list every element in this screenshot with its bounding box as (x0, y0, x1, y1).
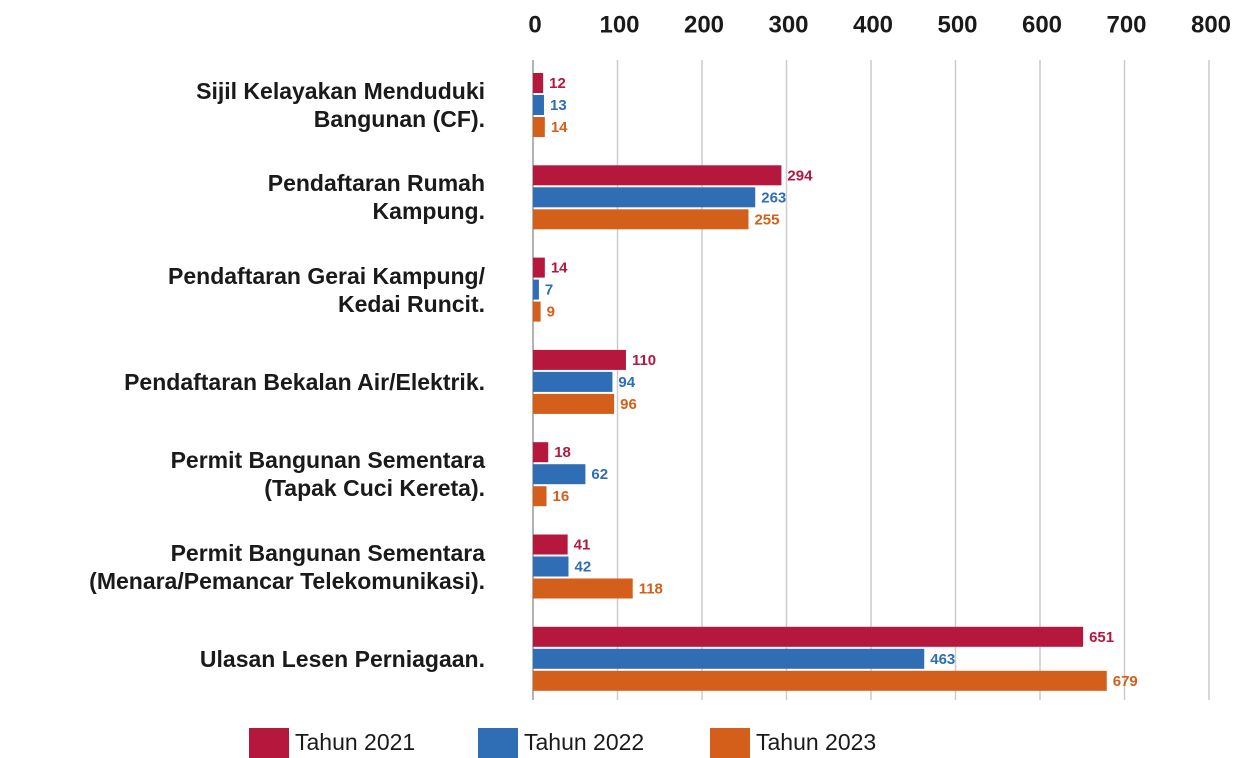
value-label: 14 (551, 119, 568, 136)
x-tick-label: 600 (1022, 11, 1062, 38)
value-label: 263 (761, 189, 786, 206)
value-label: 96 (620, 396, 637, 413)
x-tick-label: 800 (1191, 11, 1231, 38)
bar (533, 556, 569, 577)
category-label: Pendaftaran Rumah Kampung. (267, 170, 485, 225)
x-tick-label: 400 (853, 11, 893, 38)
value-label: 9 (547, 304, 555, 321)
value-label: 110 (632, 352, 656, 369)
bar (533, 393, 615, 414)
value-label: 18 (554, 444, 571, 461)
bar (533, 578, 633, 599)
category-label: Permit Bangunan Sementara (Tapak Cuci Ke… (170, 447, 485, 502)
value-label: 118 (639, 580, 663, 597)
value-label: 41 (574, 536, 591, 553)
value-label: 7 (545, 282, 553, 299)
bar (533, 73, 544, 93)
legend-label: Tahun 2022 (524, 729, 644, 755)
category-label: Pendaftaran Bekalan Air/Elektrik. (124, 368, 485, 395)
value-label: 255 (754, 211, 779, 228)
bar (533, 257, 545, 278)
value-label: 294 (787, 167, 813, 184)
bar (533, 534, 568, 555)
value-label: 62 (591, 466, 608, 483)
value-label: 679 (1113, 673, 1138, 690)
bar (533, 486, 547, 507)
legend-label: Tahun 2023 (756, 729, 876, 755)
category-label: Pendaftaran Gerai Kampung/ Kedai Runcit. (168, 262, 485, 317)
bar (533, 464, 586, 485)
x-tick-label: 0 (528, 11, 541, 38)
bar (533, 165, 782, 186)
value-label: 16 (553, 488, 570, 505)
x-tick-label: 300 (768, 11, 808, 38)
bar (533, 371, 613, 392)
value-label: 42 (574, 558, 591, 575)
x-tick-label: 200 (684, 11, 724, 38)
bar (533, 648, 925, 669)
category-label: Ulasan Lesen Perniagaan. (199, 645, 485, 672)
bar (533, 187, 756, 208)
bar (533, 209, 749, 230)
category-label: Sijil Kelayakan Menduduki Bangunan (CF). (196, 78, 485, 132)
value-label: 94 (618, 374, 635, 391)
category-label: Permit Bangunan Sementara (Menara/Pemanc… (89, 539, 485, 594)
value-label: 12 (549, 75, 566, 92)
bar (533, 95, 544, 115)
bar (533, 670, 1107, 691)
legend-swatch (478, 728, 518, 758)
bar (533, 301, 541, 322)
bar (533, 349, 626, 370)
value-label: 14 (551, 260, 568, 277)
bar (533, 117, 545, 137)
legend-swatch (249, 728, 289, 758)
value-label: 463 (930, 651, 955, 668)
x-tick-label: 500 (937, 11, 977, 38)
x-tick-label: 700 (1106, 11, 1146, 38)
x-tick-label: 100 (599, 11, 639, 38)
bar (533, 626, 1084, 647)
legend-swatch (710, 728, 750, 758)
value-label: 13 (550, 97, 567, 114)
legend-label: Tahun 2021 (295, 729, 415, 755)
bar (533, 279, 539, 300)
bar (533, 442, 549, 463)
value-label: 651 (1089, 629, 1114, 646)
